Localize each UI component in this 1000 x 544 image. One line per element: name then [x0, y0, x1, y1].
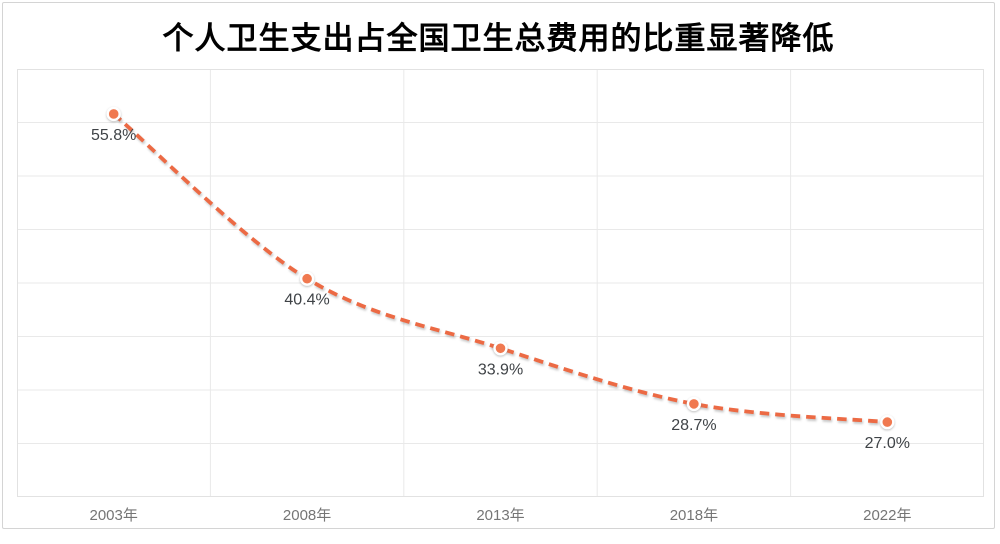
x-axis-tick-label: 2003年	[90, 507, 138, 524]
chart-title: 个人卫生支出占全国卫生总费用的比重显著降低	[162, 21, 835, 56]
x-axis-tick-label: 2008年	[283, 507, 331, 524]
plot-border	[17, 69, 984, 497]
data-point-marker	[299, 271, 315, 286]
data-point-marker	[880, 414, 895, 430]
data-point-label: 27.0%	[865, 435, 910, 452]
data-point-label: 33.9%	[478, 361, 523, 378]
line-chart: 55.8% 2003年 40.4% 2008年 33.9% 2013年 28.7% 2018年…	[17, 69, 984, 524]
x-axis-tick-label: 2022年	[863, 507, 911, 524]
data-point-marker	[686, 396, 702, 412]
series-line	[112, 112, 888, 424]
data-point-label: 28.7%	[671, 417, 716, 434]
data-point-marker	[106, 106, 121, 122]
data-point-label: 55.8%	[91, 127, 136, 144]
x-axis-tick-label: 2018年	[670, 507, 718, 524]
data-point-label: 40.4%	[284, 292, 329, 309]
chart-card: 个人卫生支出占全国卫生总费用的比重显著降低 55.8% 2003年 40.4% 200…	[2, 2, 995, 529]
x-axis-tick-label: 2013年	[476, 507, 524, 524]
data-point-marker	[493, 341, 508, 356]
